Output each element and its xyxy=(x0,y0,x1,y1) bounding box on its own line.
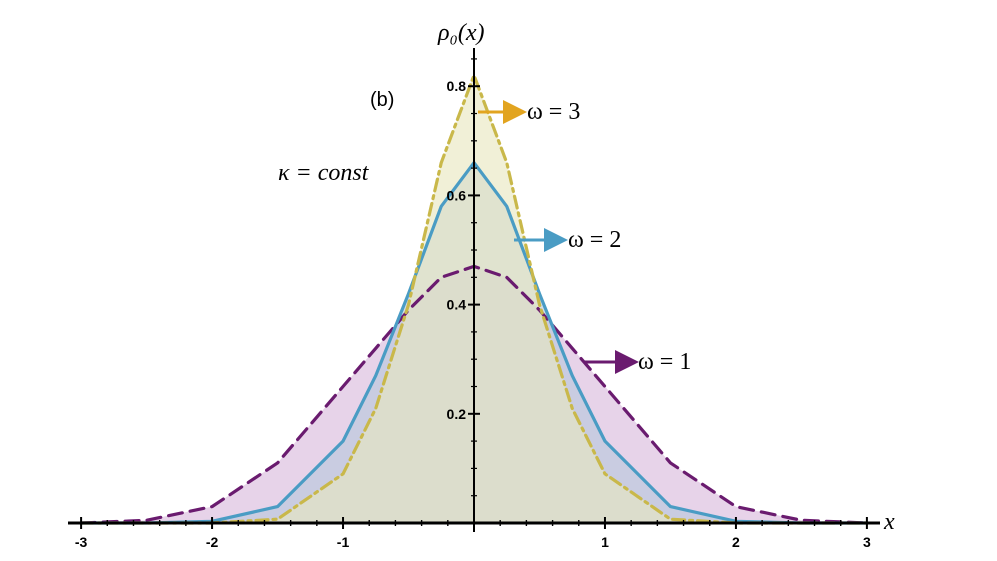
y-tick-label-0-4: 0.4 xyxy=(447,297,467,313)
3-line xyxy=(79,73,869,525)
omega-3-label: ω = 3 xyxy=(527,99,580,125)
x-tick-label-2: 2 xyxy=(732,534,740,550)
y-tick-label-0-2: 0.2 xyxy=(447,406,467,422)
x-tick-label-1: -1 xyxy=(337,534,350,550)
x-axis-label: x xyxy=(883,509,895,535)
x-tick-label-1: 1 xyxy=(601,534,609,550)
y-tick-label-0-6: 0.6 xyxy=(447,187,467,203)
omega-2-label: ω = 2 xyxy=(568,227,621,253)
x-tick-label-2: -2 xyxy=(206,534,219,550)
x-tick-label-3: -3 xyxy=(75,534,88,550)
x-tick-label-3: 3 xyxy=(863,534,871,550)
panel-label: (b) xyxy=(370,89,394,111)
y-axis-label: ρ₀(x) xyxy=(437,20,485,46)
kappa-annotation: κ = const xyxy=(278,160,370,186)
omega-1-label: ω = 1 xyxy=(638,349,691,375)
y-tick-label-0-8: 0.8 xyxy=(447,78,467,94)
tick-marks: -3 -2 -1 1 2 3 0.2 0.4 0.6 0.8 xyxy=(75,58,871,550)
